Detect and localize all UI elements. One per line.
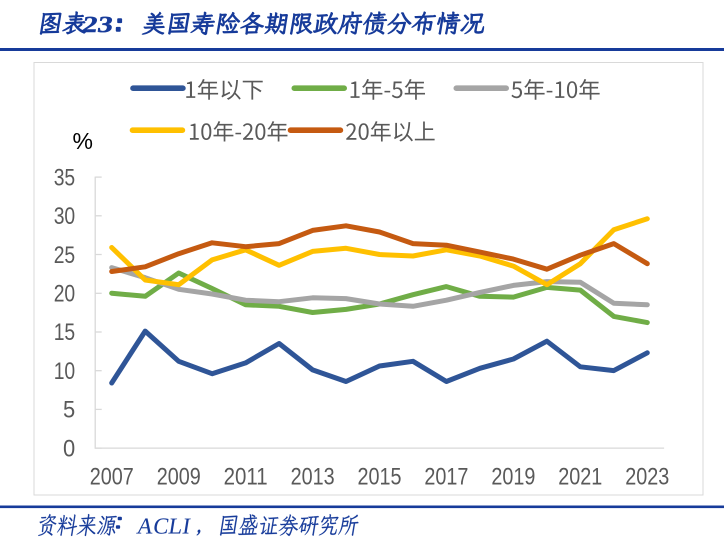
- svg-text:2021: 2021: [558, 464, 602, 491]
- svg-text:5: 5: [63, 397, 75, 424]
- svg-text:2007: 2007: [90, 464, 134, 491]
- svg-text:2023: 2023: [625, 464, 669, 491]
- svg-text:2009: 2009: [157, 464, 201, 491]
- svg-text:30: 30: [54, 203, 76, 230]
- svg-text:15: 15: [54, 319, 76, 346]
- svg-text:20: 20: [54, 281, 76, 308]
- svg-text:35: 35: [54, 164, 76, 191]
- svg-text:2015: 2015: [358, 464, 402, 491]
- svg-text:2011: 2011: [224, 464, 268, 491]
- svg-text:10: 10: [54, 358, 76, 385]
- svg-text:0: 0: [63, 435, 75, 462]
- svg-text:25: 25: [54, 242, 76, 269]
- svg-text:%: %: [73, 128, 93, 154]
- svg-text:2017: 2017: [424, 464, 468, 491]
- svg-text:2019: 2019: [491, 464, 535, 491]
- svg-text:2013: 2013: [291, 464, 335, 491]
